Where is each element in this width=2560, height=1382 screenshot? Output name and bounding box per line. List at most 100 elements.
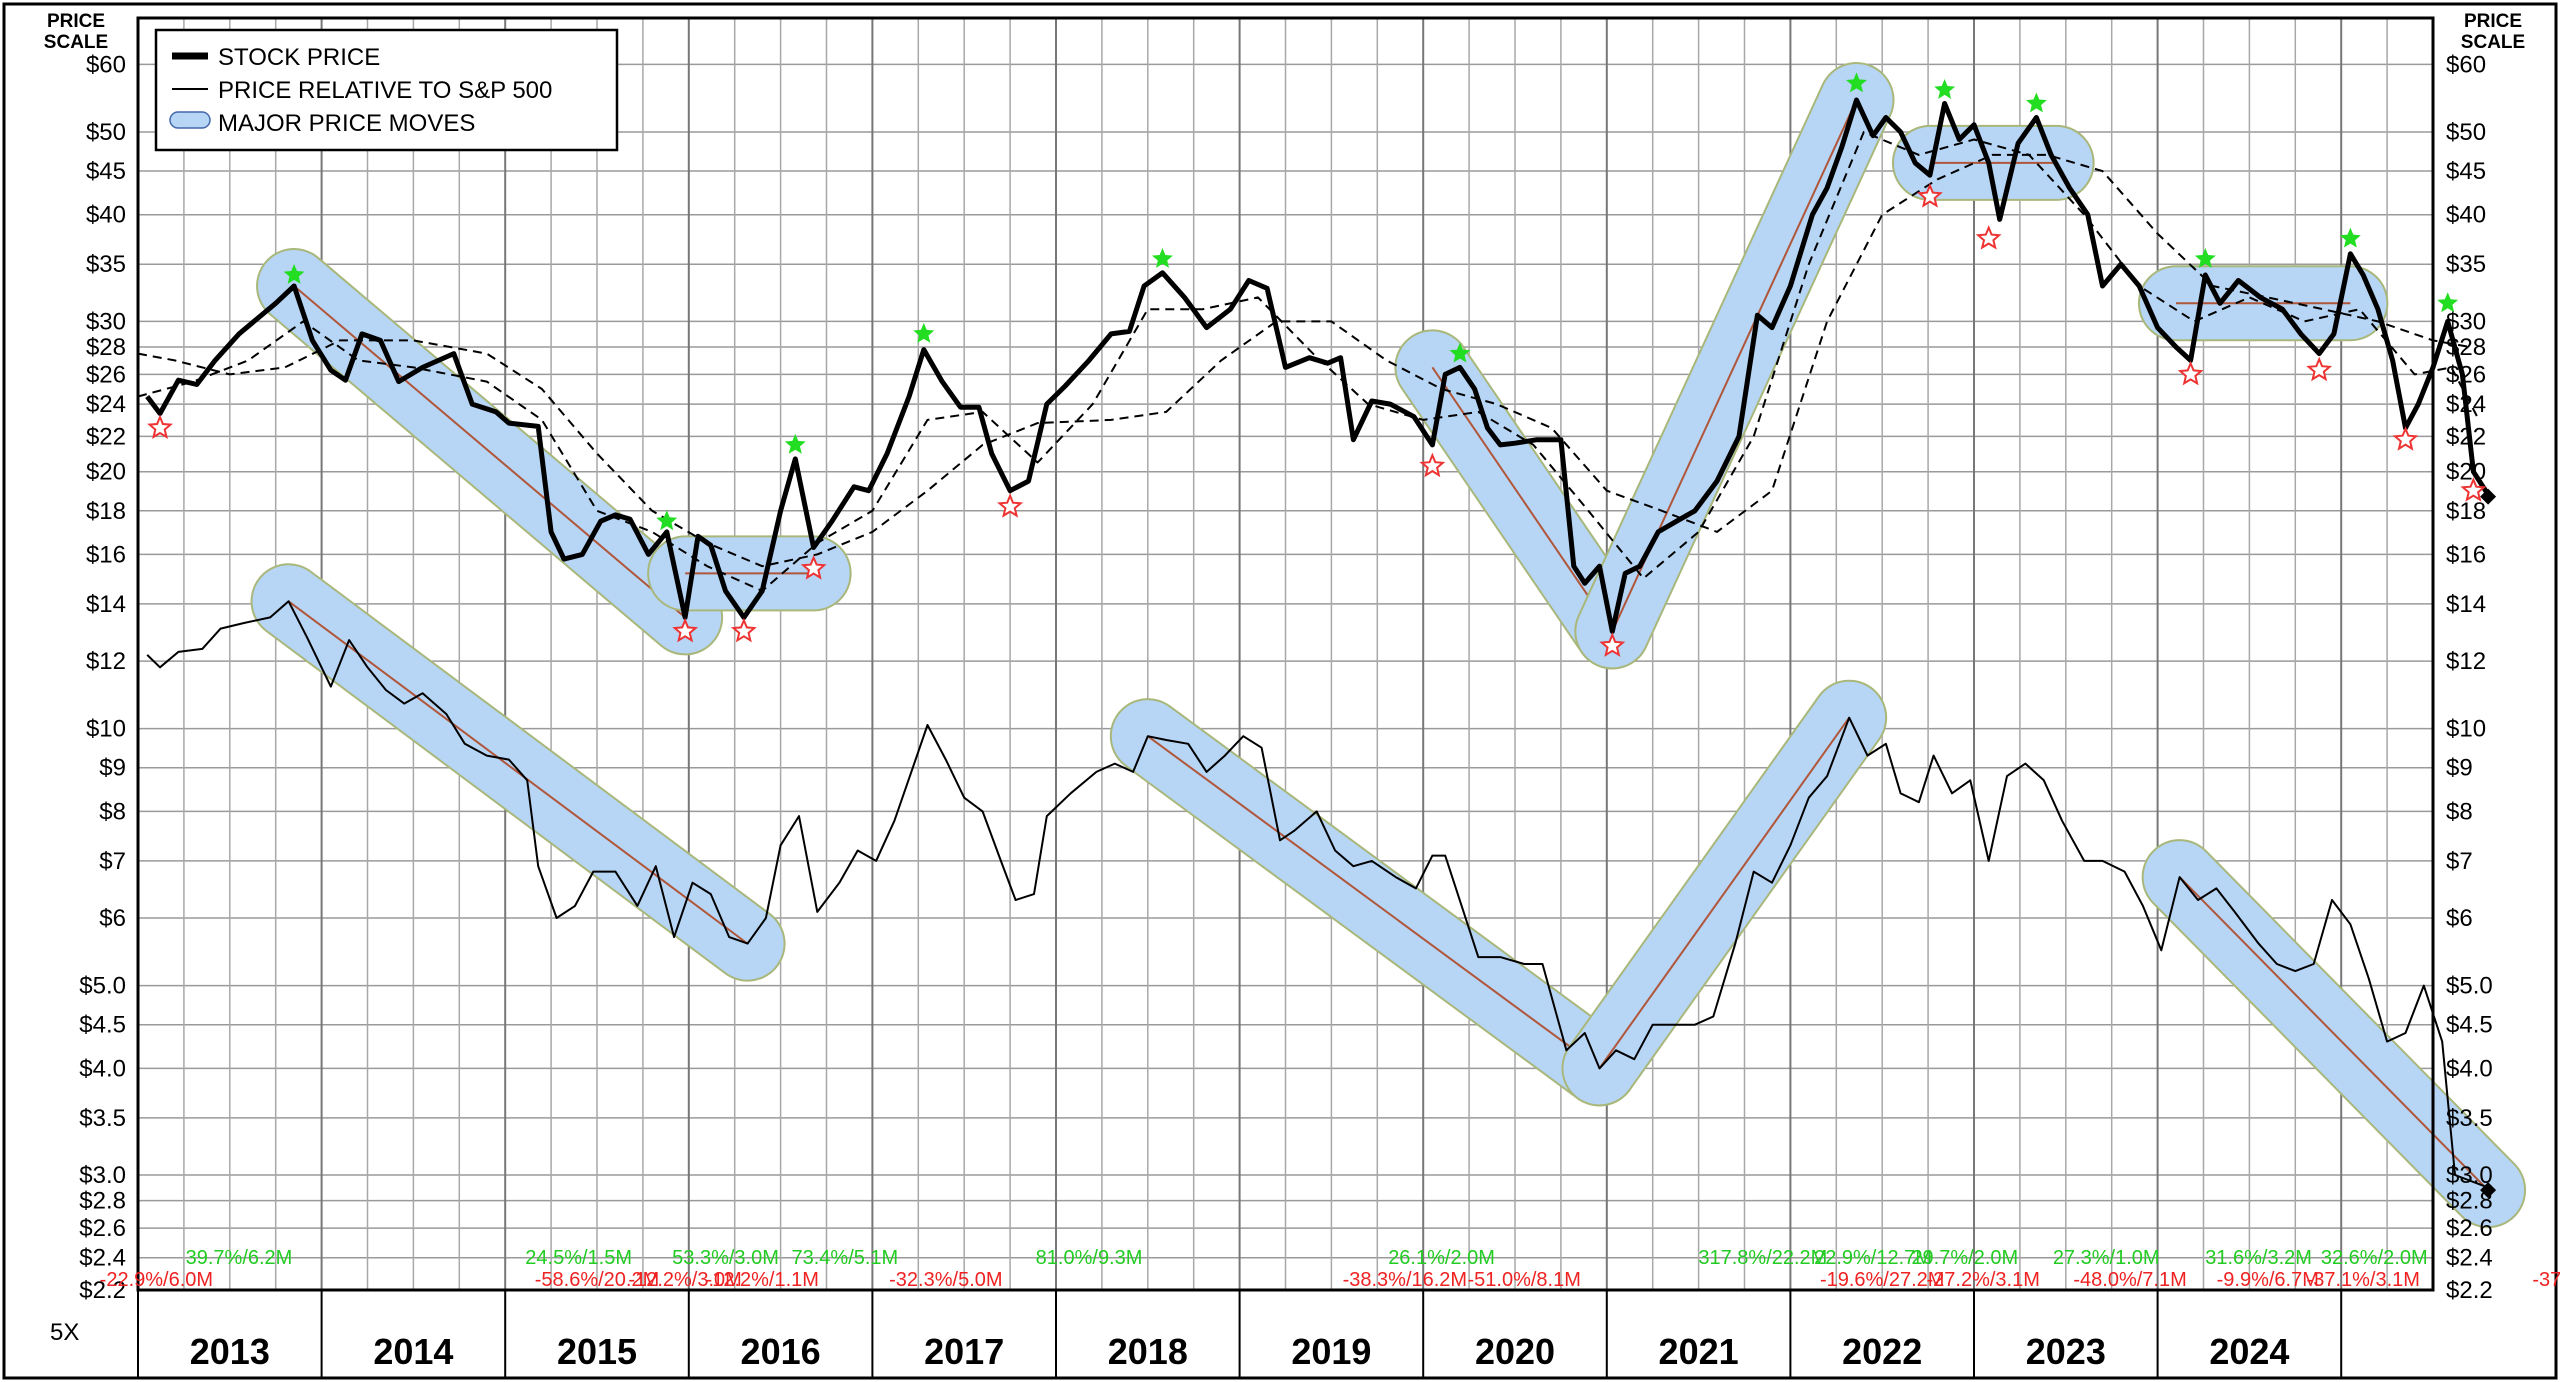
low-star-marker	[1917, 182, 1943, 208]
y-tick-right: $35	[2446, 251, 2486, 278]
y-tick-left: $2.6	[79, 1215, 126, 1242]
year-label: 2020	[1475, 1331, 1555, 1372]
move-trendline	[1431, 366, 1614, 632]
y-tick-right: $3.5	[2446, 1105, 2493, 1132]
series-lines	[137, 97, 2497, 1199]
high-star-marker	[2026, 92, 2047, 113]
y-tick-left: $16	[86, 541, 126, 568]
year-label: 2021	[1659, 1331, 1739, 1372]
year-label: 2013	[190, 1331, 270, 1372]
low-star-marker	[147, 414, 173, 439]
y-tick-left: $9	[99, 755, 126, 782]
year-label: 2014	[373, 1331, 453, 1372]
legend-box	[154, 28, 619, 152]
legend-label-stock-price: STOCK PRICE	[218, 44, 380, 71]
y-tick-right: $5.0	[2446, 973, 2493, 1000]
high-star-marker	[1449, 342, 1471, 363]
y-tick-right: $2.2	[2446, 1277, 2493, 1304]
y-tick-left: $35	[86, 251, 126, 278]
y-tick-right: $2.8	[2446, 1188, 2493, 1215]
move-annotation: -32.3%/5.0M	[889, 1269, 1002, 1291]
moving-average-line	[137, 153, 2470, 568]
move-annotation: -12.2%/3.0M	[628, 1269, 741, 1291]
y-tick-right: $18	[2446, 498, 2486, 525]
y-tick-right: $2.6	[2446, 1215, 2493, 1242]
low-star-marker	[1419, 452, 1446, 478]
y-tick-left: $2.8	[79, 1188, 126, 1215]
y-tick-right: $60	[2446, 51, 2486, 78]
low-star-marker	[2306, 356, 2333, 382]
move-trendline	[293, 285, 686, 619]
move-annotation: 32.6%/2.0M	[2321, 1247, 2428, 1269]
low-star-marker	[1599, 632, 1626, 657]
high-star-marker	[2339, 227, 2361, 248]
zoom-label: 5X	[50, 1319, 79, 1346]
major-price-moves	[250, 62, 2527, 1229]
y-tick-right: $22	[2446, 423, 2486, 450]
stock-price-line	[145, 97, 2491, 634]
low-star-marker	[1975, 224, 2002, 250]
y-tick-right: $3.0	[2446, 1162, 2493, 1189]
y-tick-right: $45	[2446, 158, 2486, 185]
year-label: 2016	[741, 1331, 821, 1372]
legend-label-relative: PRICE RELATIVE TO S&P 500	[218, 77, 552, 104]
move-annotation: -37.9%/3.5M	[2532, 1269, 2560, 1291]
legend-swatch-moves	[169, 111, 211, 129]
move-annotation: 29.7%/2.0M	[1911, 1247, 2018, 1269]
y-tick-left: $18	[86, 498, 126, 525]
move-annotation: 53.3%/3.0M	[672, 1247, 779, 1269]
y-tick-left: $4.5	[79, 1012, 126, 1039]
move-annotation: -9.9%/6.7M	[2217, 1269, 2319, 1291]
low-star-marker	[2460, 477, 2487, 502]
move-annotation: -48.0%/7.1M	[2073, 1269, 2186, 1291]
left-scale-label-line2: SCALE	[44, 32, 108, 53]
low-star-marker	[800, 555, 827, 580]
low-star-marker	[2177, 360, 2204, 386]
low-star-marker	[2392, 426, 2419, 451]
y-tick-right: $4.5	[2446, 1012, 2493, 1039]
y-axis-ticks: $60 $60$50 $50$45 $45$40 $40$35 $35$30 $30$28 $…	[79, 51, 2492, 1304]
year-label: 2023	[2026, 1331, 2106, 1372]
endpoint-marker	[2480, 1182, 2497, 1199]
endpoint-marker	[2480, 488, 2497, 505]
moving-average-line	[137, 131, 2480, 592]
high-star-marker	[913, 322, 935, 343]
high-star-marker	[283, 264, 305, 284]
y-tick-left: $6	[99, 905, 126, 932]
y-tick-right: $14	[2446, 591, 2486, 618]
y-tick-left: $22	[86, 423, 126, 450]
y-tick-right: $6	[2446, 905, 2473, 932]
y-tick-left: $7	[99, 848, 126, 875]
move-annotation: -22.9%/6.0M	[100, 1269, 213, 1291]
year-label: 2024	[2209, 1331, 2289, 1372]
y-tick-right: $7	[2446, 848, 2473, 875]
move-annotation: 26.1%/2.0M	[1388, 1247, 1495, 1269]
legend-label-moves: MAJOR PRICE MOVES	[218, 110, 475, 137]
move-annotation: 31.6%/3.2M	[2205, 1247, 2312, 1269]
move-annotation: 317.8%/22.2M	[1698, 1247, 1827, 1269]
move-annotation: 81.0%/9.3M	[1036, 1247, 1143, 1269]
move-annotation: -38.3%/16.2M	[1343, 1269, 1468, 1291]
y-tick-left: $20	[86, 459, 126, 486]
y-tick-left: $26	[86, 361, 126, 388]
y-tick-left: $60	[86, 51, 126, 78]
y-tick-right: $10	[2446, 716, 2486, 743]
move-annotation: 27.3%/1.0M	[2053, 1247, 2160, 1269]
move-trendline	[1147, 735, 1601, 1070]
high-star-marker	[2194, 248, 2216, 268]
y-tick-left: $2.4	[79, 1245, 126, 1272]
move-annotation: -37.1%/3.1M	[2307, 1269, 2420, 1291]
x-axis-years: 2013 2014 2015 2016 2017 2018 2019 2020 2021 2022…	[190, 1331, 2290, 1372]
y-tick-right: $4.0	[2446, 1055, 2493, 1082]
year-label: 2019	[1291, 1331, 1371, 1372]
y-tick-left: $45	[86, 158, 126, 185]
y-tick-left: $2.2	[79, 1277, 126, 1304]
y-tick-right: $2.4	[2446, 1245, 2493, 1272]
y-tick-left: $3.5	[79, 1105, 126, 1132]
high-star-marker	[1846, 72, 1867, 93]
y-tick-left: $12	[86, 648, 126, 675]
